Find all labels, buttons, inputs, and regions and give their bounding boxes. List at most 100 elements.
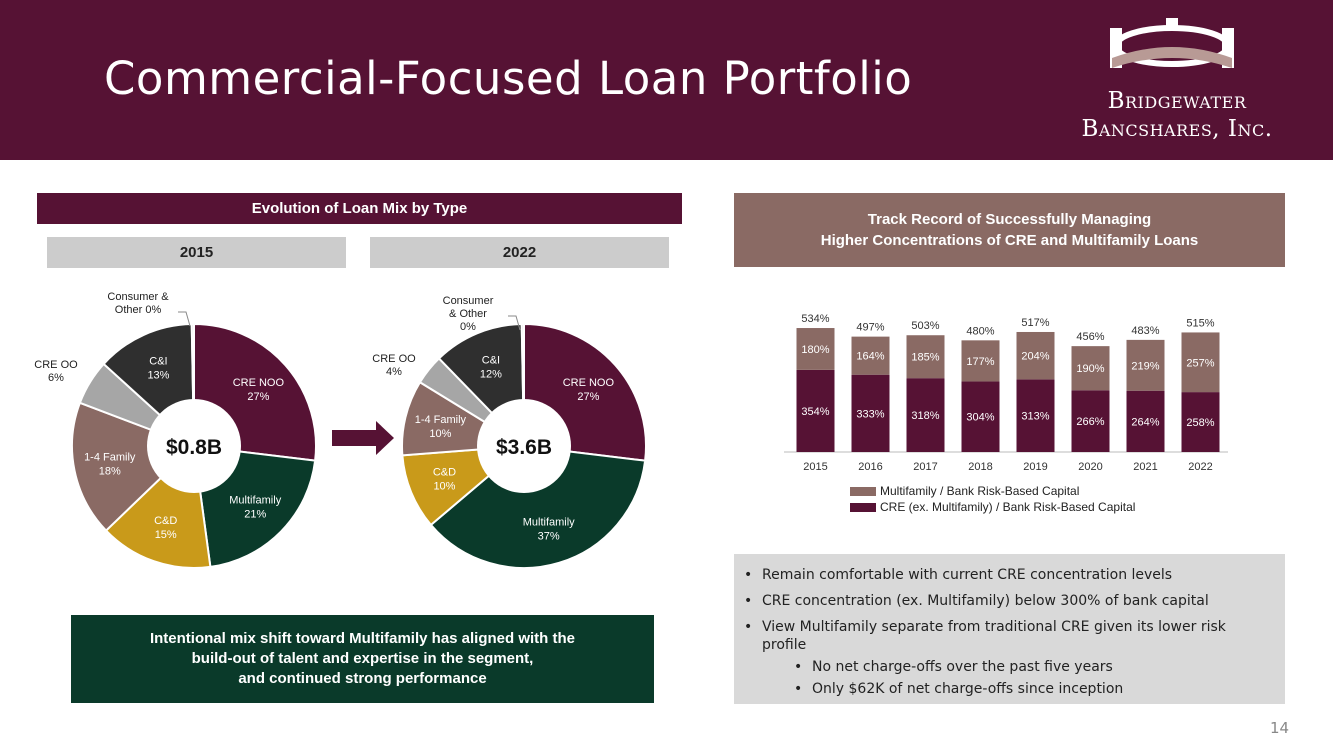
year-label-2015: 2015 — [47, 237, 346, 268]
page-title: Commercial-Focused Loan Portfolio — [104, 52, 913, 105]
slice-label-name: C&D — [154, 515, 177, 527]
bullet-item: View Multifamily separate from tradition… — [744, 618, 1271, 654]
slice-label-name: C&I — [149, 356, 167, 368]
bar-multifamily — [1126, 339, 1165, 391]
slice-label-name: CRE NOO — [233, 377, 285, 389]
bar-multifamily — [906, 335, 945, 379]
bar-cre-ex-multifamily — [1071, 390, 1110, 452]
bar-total-label: 515% — [1186, 317, 1214, 329]
logo-line-1: Bridgewater — [1107, 88, 1247, 114]
bar-total-label: 480% — [966, 325, 994, 337]
bullet-item: CRE concentration (ex. Multifamily) belo… — [744, 592, 1271, 610]
pie-chart-2015: CRE NOO 27% Multifamily 21% C&D 15% 1-4 Family… — [34, 291, 317, 569]
bar-total-label: 503% — [911, 320, 939, 332]
legend-label: CRE (ex. Multifamily) / Bank Risk-Based … — [880, 500, 1135, 514]
track-record-section-title: Track Record of Successfully Managing Hi… — [734, 193, 1285, 267]
bar-value-label: 257% — [1186, 357, 1214, 369]
slice-label-value: 10% — [429, 428, 451, 440]
x-tick-label: 2015 — [803, 461, 827, 473]
slice-label-value: 18% — [99, 465, 121, 477]
bar-value-label: 204% — [1021, 351, 1049, 363]
bar-cre-ex-multifamily — [1126, 390, 1165, 452]
header-banner: Commercial-Focused Loan Portfolio Bridge… — [0, 0, 1333, 160]
bar-multifamily — [1071, 346, 1110, 391]
track-record-title-line-1: Track Record of Successfully Managing — [867, 211, 1152, 228]
loan-mix-section-title: Evolution of Loan Mix by Type — [37, 193, 682, 224]
outside-label-cre-oo: CRE OO — [34, 359, 78, 371]
bar-cre-ex-multifamily — [961, 381, 1000, 452]
bar-value-label: 219% — [1131, 360, 1159, 372]
bar-multifamily — [851, 336, 890, 375]
donut-hole — [477, 399, 571, 493]
leader-line — [508, 315, 521, 331]
slice-label-name: C&I — [482, 355, 500, 367]
outside-label-consumer: 0% — [460, 321, 476, 333]
outside-label-consumer: Consumer & — [107, 291, 169, 303]
legend-label: Multifamily / Bank Risk-Based Capital — [880, 484, 1079, 498]
bar-value-label: 180% — [801, 344, 829, 356]
slice-label-value: 27% — [577, 391, 599, 403]
sub-bullet-item: No net charge-offs over the past five ye… — [744, 658, 1271, 676]
pie-chart-2022: CRE NOO 27% Multifamily 37% C&D 10% 1-4 Family… — [372, 295, 647, 569]
slice-label-name: Multifamily — [523, 516, 575, 528]
slice-label-value: 10% — [433, 481, 455, 493]
year-label-2022: 2022 — [370, 237, 669, 268]
bar-cre-ex-multifamily — [796, 369, 835, 452]
x-tick-label: 2017 — [913, 461, 937, 473]
slice-label-value: 37% — [538, 530, 560, 542]
bar-cre-ex-multifamily — [851, 374, 890, 452]
center-total-label: $3.6B — [496, 436, 552, 459]
slice-label-value: 15% — [155, 529, 177, 541]
mix-shift-callout: Intentional mix shift toward Multifamily… — [71, 615, 654, 703]
slice-label-name: C&D — [433, 467, 456, 479]
bar-value-label: 164% — [856, 351, 884, 363]
bar-multifamily — [1181, 332, 1220, 393]
bar-value-label: 185% — [911, 352, 939, 364]
track-record-title-line-2: Higher Concentrations of CRE and Multifa… — [820, 232, 1199, 249]
company-logo: Bridgewater Bancshares, Inc. — [1062, 14, 1292, 144]
logo-emblem-icon — [1110, 18, 1234, 68]
bar-multifamily — [961, 340, 1000, 382]
bar-value-label: 177% — [966, 356, 994, 368]
x-tick-label: 2019 — [1023, 461, 1047, 473]
cre-concentration-bar-chart: 354% 180% 534% 2015 333% 164% 497% 2016 318% 185%… — [784, 313, 1228, 514]
slice-label-value: 21% — [244, 508, 266, 520]
bar-total-label: 497% — [856, 322, 884, 334]
sub-bullet-item: Only $62K of net charge-offs since incep… — [744, 680, 1271, 698]
bar-value-label: 333% — [856, 408, 884, 420]
donut-hole — [147, 399, 241, 493]
outside-label-cre-oo-value: 6% — [48, 372, 64, 384]
bar-value-label: 318% — [911, 410, 939, 422]
callout-line-1: Intentional mix shift toward Multifamily… — [149, 630, 576, 647]
outside-label-consumer: Consumer — [443, 295, 494, 307]
bar-value-label: 258% — [1186, 417, 1214, 429]
bar-cre-ex-multifamily — [1181, 392, 1220, 452]
slice-label-name: Multifamily — [229, 494, 281, 506]
center-total-label: $0.8B — [166, 436, 222, 459]
slice-label-name: 1-4 Family — [84, 451, 136, 463]
bar-multifamily — [796, 328, 835, 370]
x-tick-label: 2021 — [1133, 461, 1157, 473]
logo-line-2: Bancshares, Inc. — [1081, 116, 1273, 142]
pie-slice-multifamily — [429, 444, 647, 569]
outside-label-cre-oo: CRE OO — [372, 353, 416, 365]
x-tick-label: 2016 — [858, 461, 882, 473]
slice-label-name: CRE NOO — [563, 377, 615, 389]
bar-total-label: 456% — [1076, 331, 1104, 343]
outside-label-cre-oo-value: 4% — [386, 366, 402, 378]
callout-line-2: build-out of talent and expertise in the… — [191, 650, 534, 667]
slice-label-value: 13% — [147, 370, 169, 382]
bar-value-label: 354% — [801, 406, 829, 418]
bar-cre-ex-multifamily — [1016, 379, 1055, 452]
bar-total-label: 517% — [1021, 317, 1049, 329]
bar-value-label: 313% — [1021, 411, 1049, 423]
legend-swatch — [850, 487, 876, 496]
callout-line-3: and continued strong performance — [238, 670, 487, 687]
bar-total-label: 534% — [801, 313, 829, 325]
slice-label-value: 12% — [480, 369, 502, 381]
slice-label-value: 27% — [247, 391, 269, 403]
x-tick-label: 2022 — [1188, 461, 1212, 473]
outside-label-consumer: Other 0% — [115, 304, 162, 316]
bar-value-label: 190% — [1076, 363, 1104, 375]
bar-value-label: 264% — [1131, 416, 1159, 428]
